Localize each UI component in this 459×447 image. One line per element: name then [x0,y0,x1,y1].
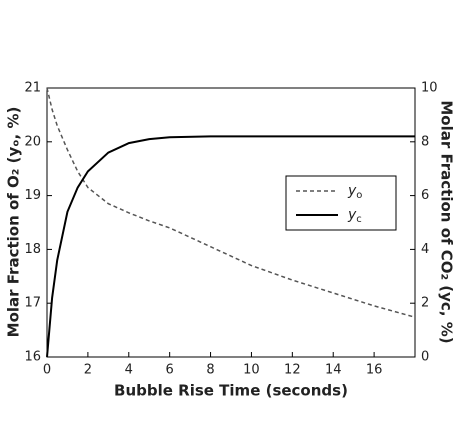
legend-label-sub: c [356,214,362,225]
legend-label-main: y [347,207,357,223]
plot-frame [46,87,416,358]
x-tick-label: 4 [125,363,133,378]
x-tick-label: 12 [284,363,301,378]
y-tick-label: 18 [24,242,41,257]
series-line [46,87,416,318]
y-tick-label: 21 [24,81,41,96]
y2-tick-label: 2 [421,296,429,311]
legend-label-sub: o [356,190,362,201]
x-tick-label: 6 [166,363,174,378]
y-axis-title: Molar Fraction of O₂ (yₒ, %) [5,107,23,338]
series-line [46,135,415,358]
x-tick-label: 14 [325,363,342,378]
y-tick-label: 19 [24,188,41,203]
x-tick-label: 16 [366,363,383,378]
legend-label-main: y [347,183,357,199]
y2-axis-title: Molar Fraction of CO₂ (yc, %) [438,100,456,343]
x-tick-label: 8 [206,363,214,378]
y-tick-label: 17 [24,296,41,311]
y2-tick-label: 10 [421,81,438,96]
y-tick-label: 20 [24,134,41,149]
y2-tick-label: 4 [421,242,429,257]
legend-label: yo [347,183,362,201]
x-tick-label: 2 [84,363,92,378]
legend-box [285,175,397,231]
y2-tick-label: 6 [421,188,429,203]
y2-tick-label: 8 [421,134,429,149]
x-tick-label: 0 [43,363,51,378]
y2-tick-label: 0 [421,350,429,365]
y-tick-label: 16 [24,350,41,365]
x-axis-title: Bubble Rise Time (seconds) [114,382,348,400]
legend-label: yc [347,207,362,225]
x-tick-label: 10 [243,363,260,378]
